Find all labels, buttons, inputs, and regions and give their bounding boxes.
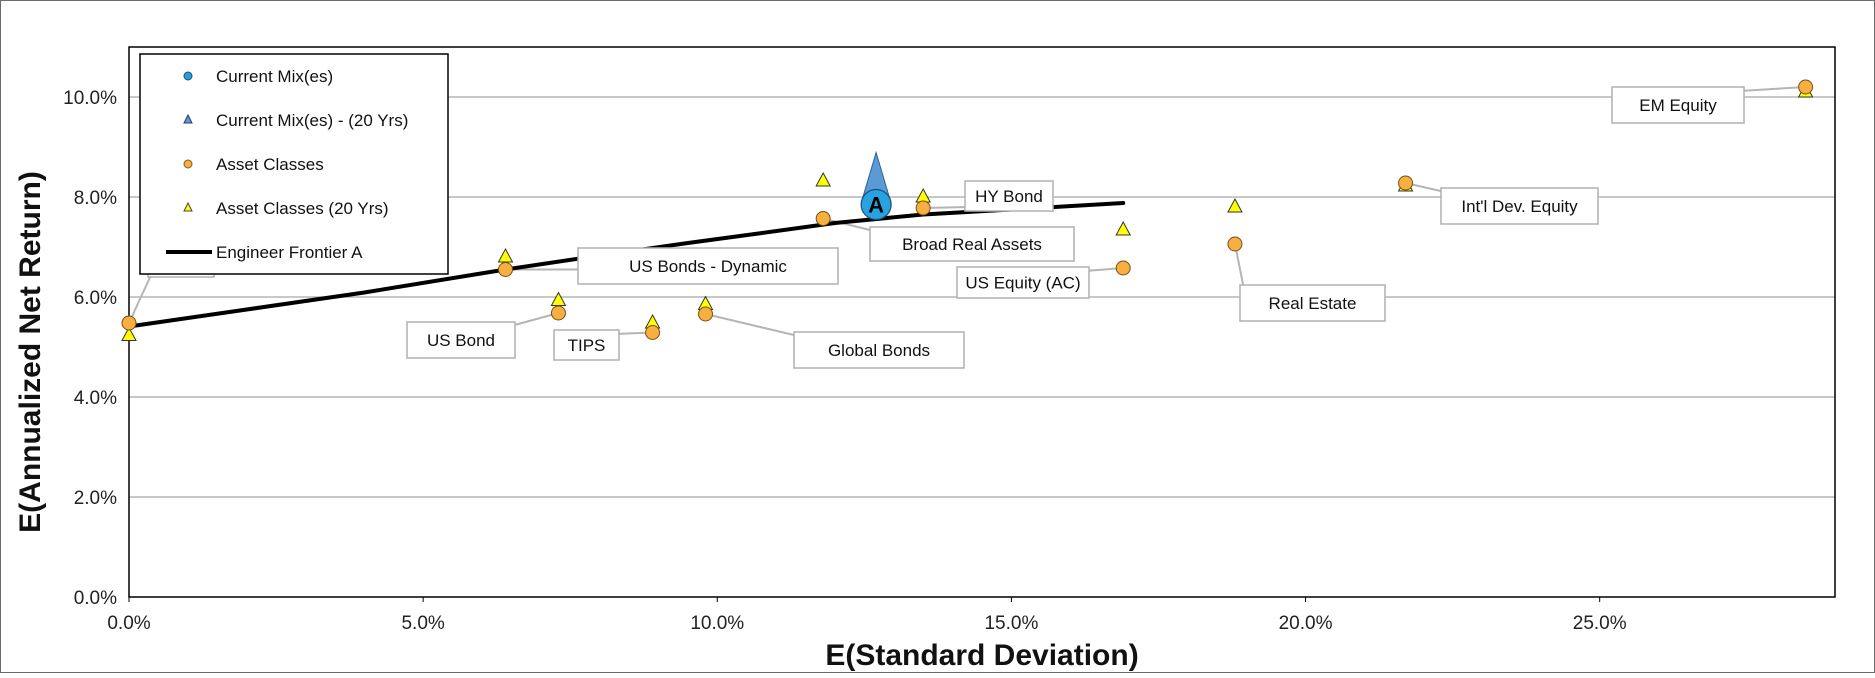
y-tick-label: 4.0% (74, 388, 117, 409)
x-tick-label: 0.0% (107, 613, 150, 634)
y-tick-label: 8.0% (74, 188, 117, 209)
frontier-line (127, 201, 1126, 329)
callout-box-real-estate (1239, 284, 1386, 322)
circle-marker-hy-bond (915, 200, 931, 216)
y-tick-label: 10.0% (63, 88, 117, 109)
x-tick-label: 20.0% (1279, 613, 1333, 634)
y-axis-title: E(Annualized Net Return) (14, 171, 47, 533)
current-mix-circle (860, 188, 892, 221)
callout-leader-line (510, 312, 559, 327)
x-tick-label: 10.0% (690, 613, 744, 634)
callout-leader-line (705, 313, 799, 337)
callout-box-tips (553, 329, 620, 361)
legend-circle-orange-icon (183, 159, 193, 169)
callout-box-broad-real-assets (869, 226, 1075, 262)
callout-box-hy-bond (964, 180, 1054, 212)
callout-label-us-bond: US Bond (427, 331, 495, 350)
callout-label-em-equity: EM Equity (1639, 96, 1717, 115)
y-tick-label: 2.0% (74, 488, 117, 509)
triangle-marker-us-equity-ac (1115, 220, 1132, 236)
triangle-marker-broad-real-assets (815, 171, 832, 187)
callout-leader-line (923, 206, 970, 209)
circle-marker-broad-real-assets (815, 211, 831, 226)
x-tick-label: 15.0% (984, 613, 1038, 634)
data-markers (121, 79, 1814, 341)
triangle-marker-real-estate (1227, 197, 1243, 213)
current-mix-markers: A (860, 150, 892, 221)
callout-label-int-l-dev-equity: Int'l Dev. Equity (1461, 197, 1578, 216)
circle-marker-us-equity-ac (1115, 260, 1131, 276)
callout-labels: US Bonds - Dynamic US Bond TIPS Global Bond… (147, 86, 1745, 369)
callout-leader-line (128, 272, 153, 324)
current-mix-label: A (868, 193, 884, 218)
circle-marker-em-equity (1798, 79, 1814, 95)
triangle-marker-us-bonds-dynamic (497, 247, 514, 263)
callout-label-hy-bond: HY Bond (975, 187, 1043, 206)
circle-marker-int-l-dev-equity (1398, 175, 1414, 191)
legend-triangle-blue-icon (183, 113, 193, 124)
circle-marker-us-bonds-dynamic (497, 262, 513, 277)
legend-label-current-mix: Current Mix(es) (216, 67, 333, 86)
y-tick-label: 0.0% (74, 588, 117, 609)
x-tick-label: 25.0% (1573, 613, 1627, 634)
callout-box-em-equity (1611, 86, 1745, 124)
callout-label-tips: TIPS (568, 336, 606, 355)
callout-leader-line (1739, 86, 1806, 92)
circle-marker-real-estate (1227, 236, 1243, 252)
legend-label-asset-classes-20yr: Asset Classes (20 Yrs) (216, 199, 389, 218)
legend-circle-blue-icon (183, 71, 193, 81)
y-tick-labels: 0.0% 2.0% 4.0% 6.0% 8.0% 10.0% (63, 88, 117, 609)
callout-label-us-equity-ac: US Equity (AC) (965, 274, 1080, 293)
callout-box-global-bonds (793, 331, 965, 369)
callout-box-us-bond (406, 321, 516, 359)
x-axis-title: E(Standard Deviation) (825, 639, 1138, 672)
circle-marker-global-bonds (698, 306, 714, 322)
circle-marker-us-bond (550, 305, 566, 321)
callout-box-int-l-dev-equity (1440, 187, 1599, 225)
callout-box-us-bonds-dynamic (577, 247, 839, 285)
callout-label-us-bonds-dynamic: US Bonds - Dynamic (629, 257, 787, 276)
x-tick-label: 5.0% (401, 613, 444, 634)
circle-marker-cash (121, 315, 137, 331)
legend-label-frontier: Engineer Frontier A (216, 243, 363, 262)
triangle-marker-cash (121, 326, 137, 341)
y-tick-label: 6.0% (74, 288, 117, 309)
callout-label-broad-real-assets: Broad Real Assets (902, 235, 1042, 254)
callout-leader-line (822, 217, 875, 232)
legend: Current Mix(es) Current Mix(es) - (20 Yr… (139, 53, 449, 275)
legend-label-asset-classes: Asset Classes (216, 155, 324, 174)
callout-leader-line (1233, 243, 1245, 290)
callout-label-real-estate: Real Estate (1269, 294, 1357, 313)
legend-triangle-yellow-icon (183, 201, 193, 212)
callout-box-us-equity-ac (956, 266, 1090, 299)
triangle-marker-us-bond (550, 291, 567, 306)
x-tick-labels: 0.0% 5.0% 10.0% 15.0% 20.0% 25.0% (107, 597, 1627, 634)
circle-marker-tips (645, 325, 661, 340)
legend-label-current-mix-20yr: Current Mix(es) - (20 Yrs) (216, 111, 408, 130)
callout-label-global-bonds: Global Bonds (828, 341, 930, 360)
